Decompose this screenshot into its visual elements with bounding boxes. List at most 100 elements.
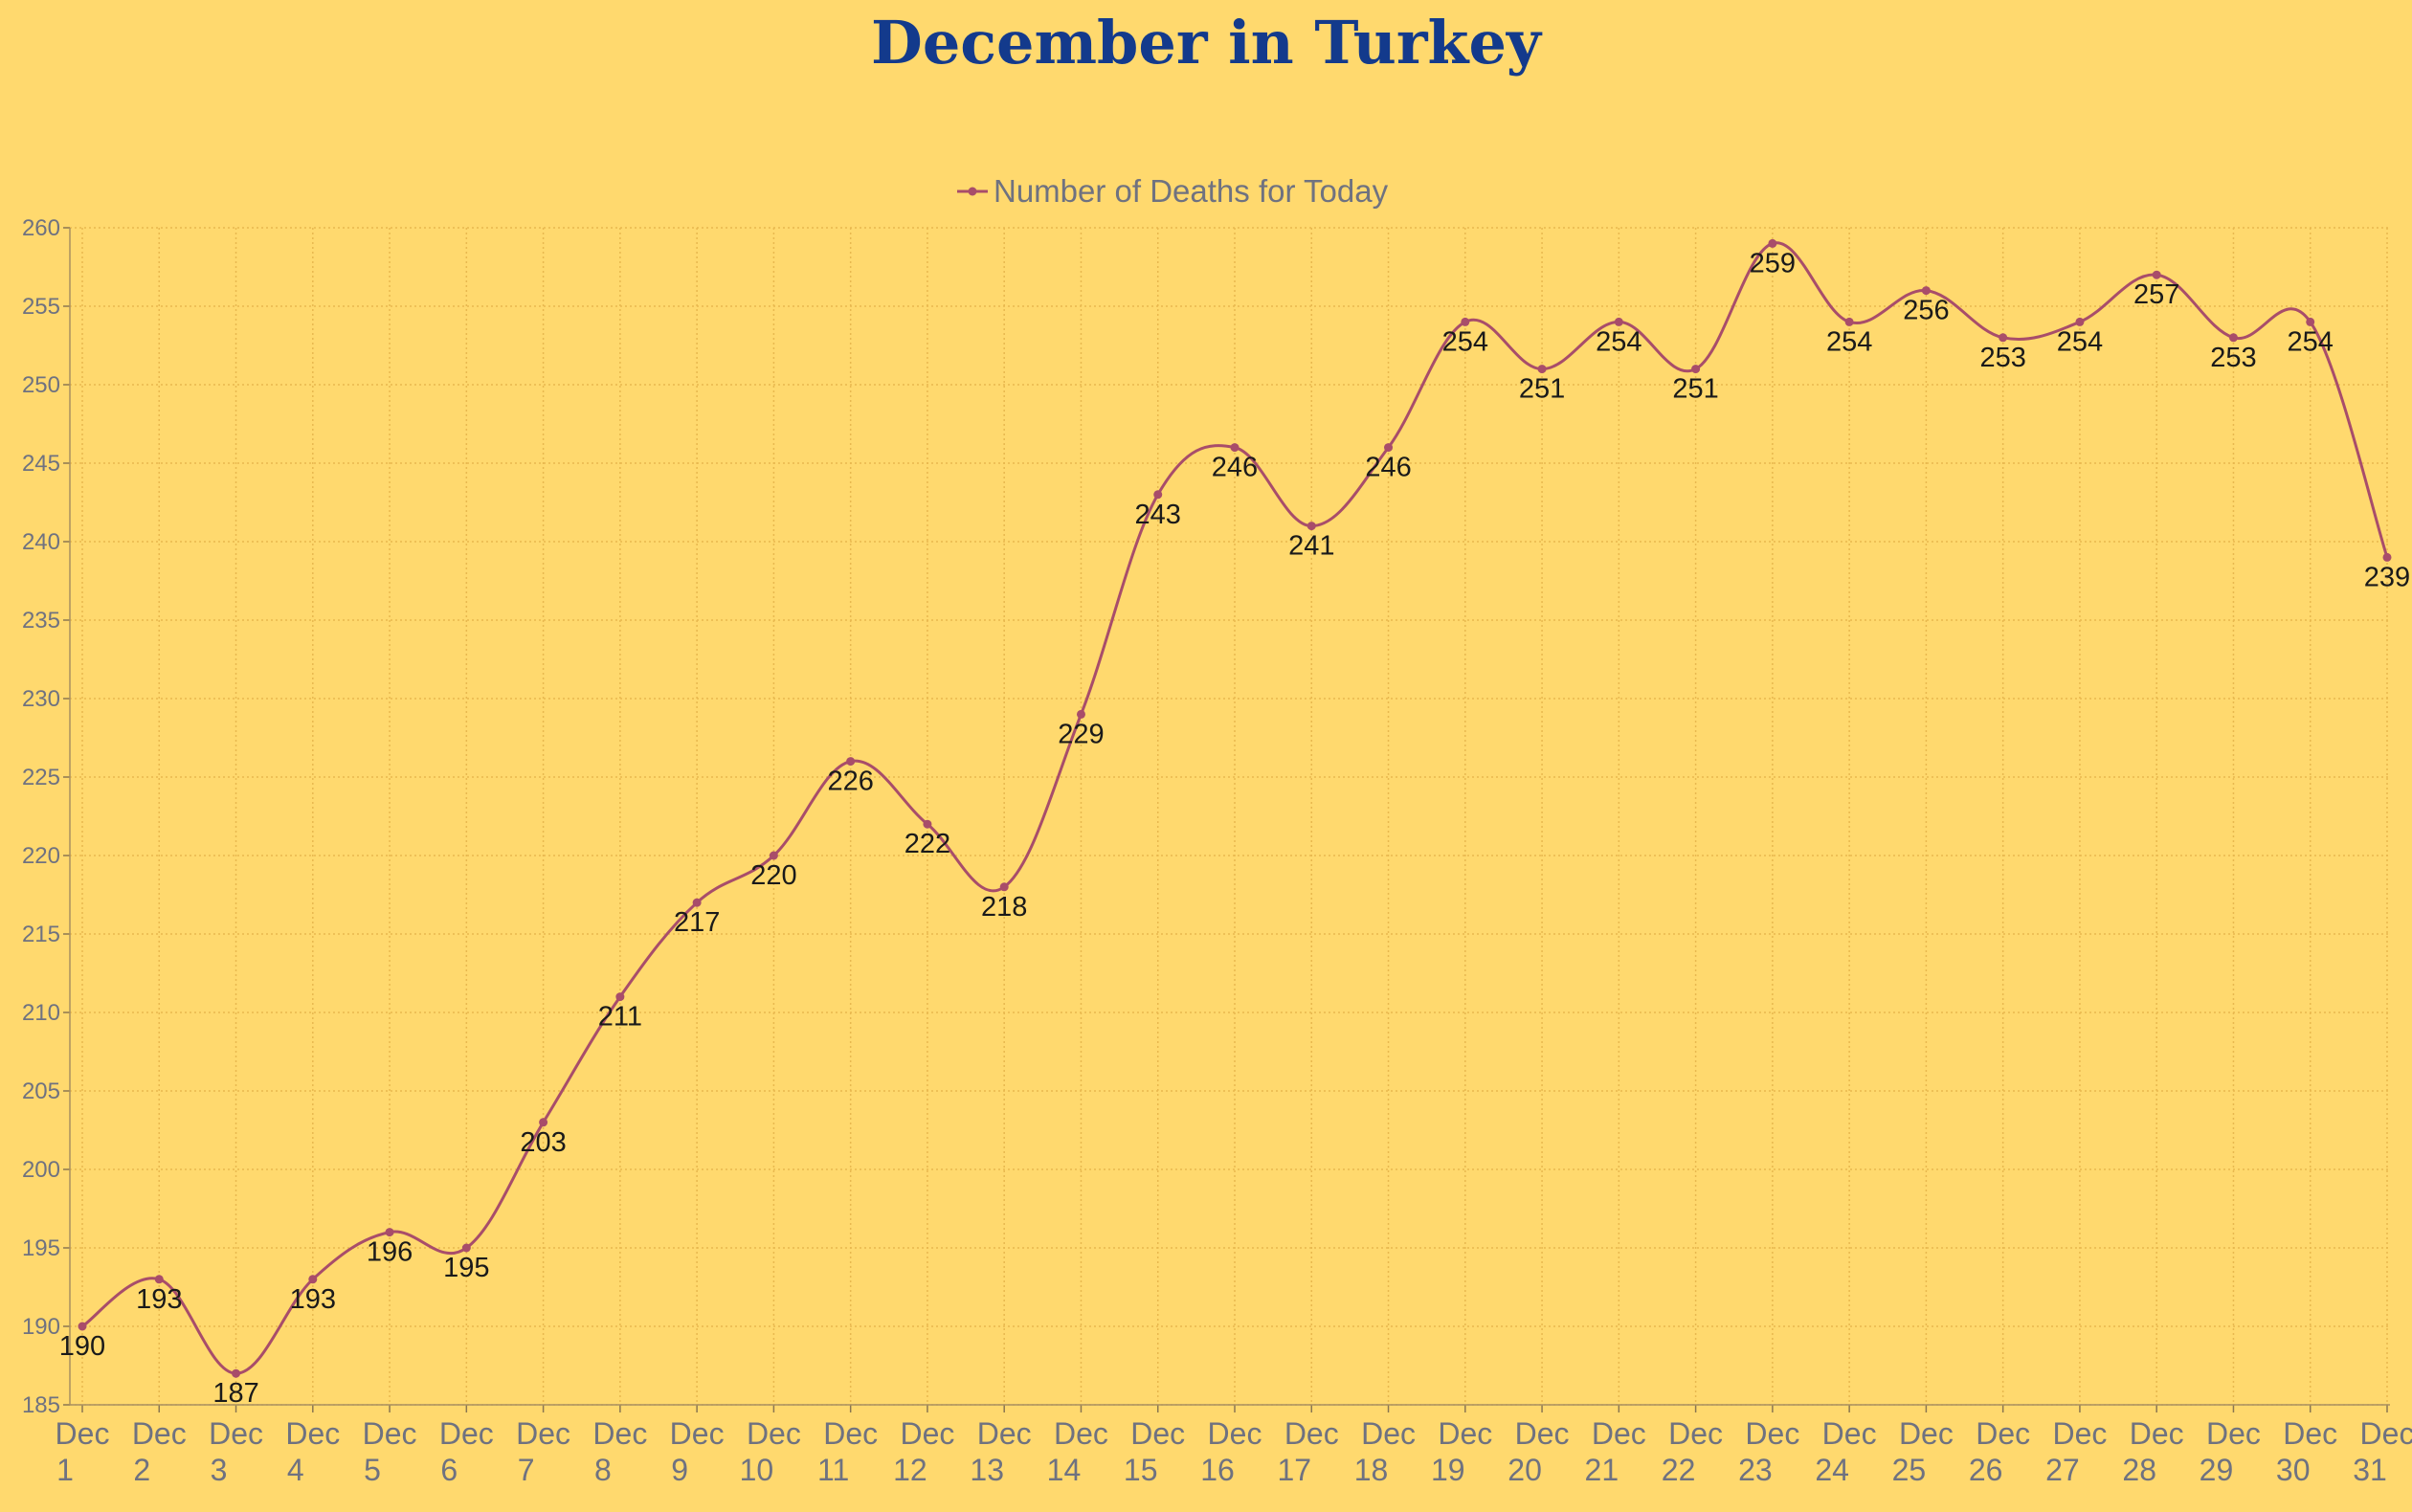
x-tick-label: Dec 13 [970, 1416, 1031, 1487]
data-point [1614, 317, 1623, 326]
x-tick-label: Dec 31 [2353, 1416, 2412, 1487]
data-point [1384, 443, 1394, 453]
x-tick-label: Dec 22 [1662, 1416, 1723, 1487]
x-tick-label: Dec 2 [132, 1416, 187, 1487]
data-label: 222 [904, 829, 950, 859]
x-tick-label: Dec 14 [1047, 1416, 1108, 1487]
chart-title: December in Turkey [871, 8, 1541, 78]
data-label: 193 [136, 1284, 182, 1315]
x-tick-label: Dec 11 [817, 1416, 878, 1487]
data-point [923, 819, 932, 829]
data-label: 211 [598, 1002, 642, 1033]
x-tick-label: Dec 21 [1585, 1416, 1646, 1487]
data-label: 190 [59, 1331, 105, 1362]
data-point [2306, 317, 2315, 326]
data-label: 217 [674, 907, 720, 938]
x-tick-label: Dec 12 [893, 1416, 954, 1487]
x-tick-label: Dec 29 [2200, 1416, 2261, 1487]
x-tick-label: Dec 5 [363, 1416, 417, 1487]
y-tick-label: 240 [22, 529, 60, 555]
x-tick-label: Dec 23 [1738, 1416, 1799, 1487]
y-tick-label: 200 [22, 1157, 60, 1183]
y-tick-label: 205 [22, 1078, 60, 1104]
x-tick-label: Dec 7 [516, 1416, 570, 1487]
x-tick-label: Dec 30 [2276, 1416, 2337, 1487]
data-point [1076, 709, 1085, 719]
x-tick-label: Dec 1 [56, 1416, 110, 1487]
y-tick-label: 225 [22, 765, 60, 790]
x-tick-label: Dec 17 [1277, 1416, 1338, 1487]
x-tick-label: Dec 20 [1508, 1416, 1569, 1487]
data-point [1921, 286, 1931, 296]
data-label: 226 [827, 767, 873, 797]
legend-marker-point [968, 187, 977, 196]
legend-label: Number of Deaths for Today [994, 173, 1389, 209]
x-tick-label: Dec 10 [740, 1416, 801, 1487]
data-label: 254 [1596, 326, 1642, 357]
y-tick-label: 210 [22, 1000, 60, 1026]
data-point [999, 882, 1009, 892]
data-point [539, 1118, 548, 1127]
data-label: 193 [290, 1284, 336, 1315]
data-point [2152, 270, 2161, 279]
data-label: 196 [367, 1237, 413, 1268]
y-tick-label: 195 [22, 1235, 60, 1261]
data-label: 254 [2288, 326, 2334, 357]
y-tick-label: 215 [22, 922, 60, 947]
x-tick-label: Dec 8 [592, 1416, 647, 1487]
x-tick-label: Dec 16 [1200, 1416, 1262, 1487]
data-label: 251 [1672, 374, 1718, 405]
data-point [615, 992, 625, 1002]
data-point [1844, 317, 1854, 326]
data-label: 243 [1135, 500, 1181, 530]
data-point [1999, 333, 2008, 343]
data-label: 254 [2057, 326, 2103, 357]
data-point [2075, 317, 2085, 326]
data-label: 220 [750, 860, 796, 891]
x-tick-label: Dec 28 [2122, 1416, 2183, 1487]
y-tick-label: 230 [22, 686, 60, 712]
x-tick-label: Dec 27 [2045, 1416, 2107, 1487]
data-label: 229 [1058, 719, 1104, 749]
data-point [1768, 238, 1777, 248]
x-tick-label: Dec 25 [1892, 1416, 1954, 1487]
data-point [154, 1275, 164, 1284]
data-point [1306, 522, 1316, 531]
y-tick-label: 255 [22, 294, 60, 320]
x-tick-label: Dec 19 [1431, 1416, 1492, 1487]
y-tick-label: 260 [22, 215, 60, 241]
y-tick-label: 190 [22, 1314, 60, 1340]
data-label: 203 [520, 1127, 566, 1158]
data-point [78, 1322, 87, 1331]
data-point [2382, 552, 2392, 562]
y-tick-label: 220 [22, 843, 60, 869]
data-label: 257 [2133, 279, 2179, 310]
data-point [692, 898, 702, 907]
data-point [769, 851, 778, 860]
data-point [846, 757, 856, 767]
x-tick-label: Dec 24 [1815, 1416, 1876, 1487]
y-tick-label: 245 [22, 451, 60, 477]
data-label: 254 [1826, 326, 1872, 357]
data-point [2228, 333, 2238, 343]
data-label: 246 [1365, 453, 1411, 483]
data-label: 241 [1288, 531, 1334, 562]
data-label: 218 [981, 892, 1027, 923]
x-tick-label: Dec 18 [1354, 1416, 1416, 1487]
data-label: 239 [2364, 562, 2410, 592]
y-tick-label: 235 [22, 608, 60, 634]
x-tick-label: Dec 4 [285, 1416, 340, 1487]
data-label: 253 [2210, 343, 2256, 373]
data-point [1153, 490, 1163, 500]
data-label: 256 [1903, 296, 1949, 326]
x-tick-label: Dec 26 [1969, 1416, 2030, 1487]
data-point [232, 1368, 241, 1378]
data-point [1537, 365, 1547, 374]
data-point [308, 1275, 318, 1284]
data-point [385, 1228, 394, 1237]
data-label: 254 [1442, 326, 1488, 357]
data-point [1230, 443, 1240, 453]
x-tick-label: Dec 9 [670, 1416, 725, 1487]
